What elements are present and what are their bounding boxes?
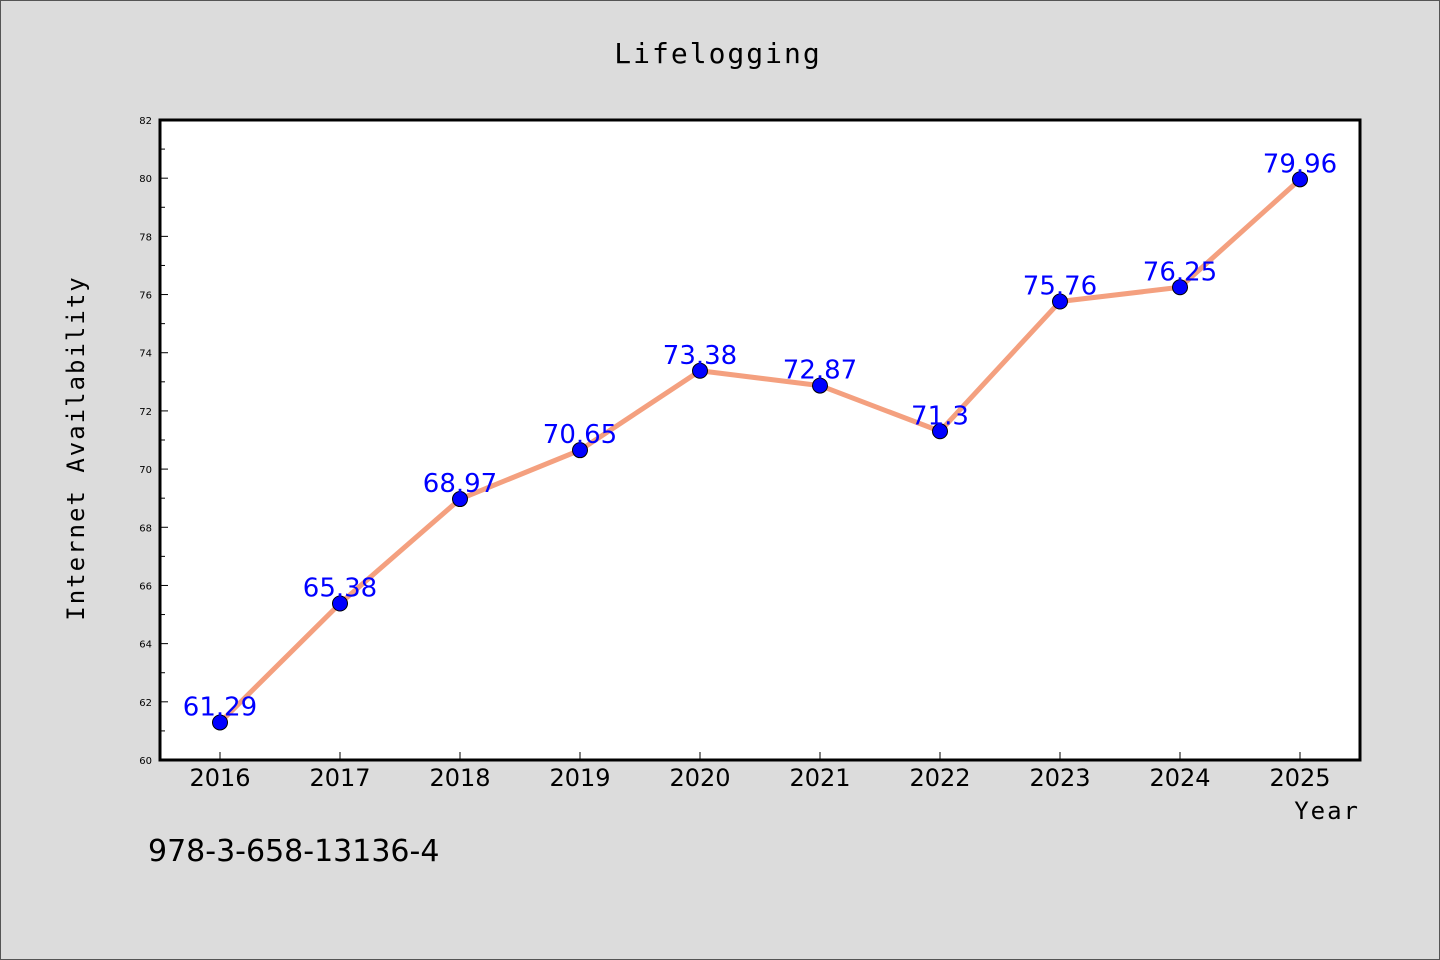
data-point: [212, 714, 228, 731]
data-label: 73.38: [663, 341, 737, 371]
isbn-text: 978-3-658-13136-4: [148, 834, 440, 869]
y-tick-label: 64: [139, 640, 152, 651]
x-tick-label: 2021: [789, 764, 850, 792]
x-tick-label: 2025: [1269, 764, 1330, 792]
x-tick-label: 2020: [669, 764, 730, 792]
data-label: 76.25: [1143, 257, 1217, 287]
data-label: 75.76: [1023, 272, 1097, 302]
data-point: [1292, 171, 1308, 188]
data-label: 79.96: [1263, 149, 1337, 179]
data-label: 61.29: [183, 692, 257, 722]
data-point: [692, 362, 708, 379]
y-tick-label: 68: [139, 523, 152, 534]
data-point: [1172, 279, 1188, 296]
data-label: 70.65: [543, 420, 617, 450]
y-tick-label: 78: [139, 232, 152, 243]
plot-area: [158, 118, 1362, 762]
y-tick-label: 66: [139, 581, 152, 592]
data-point: [452, 491, 468, 508]
x-tick-label: 2018: [429, 764, 490, 792]
series-line: [217, 176, 1303, 725]
data-point: [932, 423, 948, 440]
x-tick-label: 2016: [189, 764, 250, 792]
y-tick-label: 70: [139, 465, 152, 476]
data-point: [332, 595, 348, 612]
data-label: 71.3: [911, 401, 969, 431]
data-point: [572, 442, 588, 459]
data-label: 72.87: [783, 356, 857, 386]
x-tick-label: 2024: [1149, 764, 1210, 792]
data-label: 65.38: [303, 573, 377, 603]
series-group: 61.29 65.38 68.97 70.65 73.38 72.87 71.3 75.76 7…: [183, 149, 1337, 731]
x-tick-label: 2023: [1029, 764, 1090, 792]
y-tick-label: 60: [139, 756, 152, 767]
data-point: [812, 377, 828, 394]
y-axis-label: Internet Availability: [62, 275, 90, 620]
y-tick-label: 80: [139, 174, 152, 185]
y-tick-label: 72: [139, 407, 152, 418]
x-tick-label: 2022: [909, 764, 970, 792]
y-axis: 60 62 64 66 68 70 72 74 76 78 80 82: [139, 116, 168, 767]
x-tick-label: 2019: [549, 764, 610, 792]
x-axis-label: Year: [1294, 797, 1360, 825]
y-tick-label: 62: [139, 698, 152, 709]
data-point: [1052, 293, 1068, 310]
data-label: 68.97: [423, 469, 497, 499]
x-axis: 2016 2017 2018 2019 2020 2021 2022 2023 2024 2025: [189, 752, 1331, 792]
y-tick-label: 74: [139, 349, 152, 360]
y-tick-label: 76: [139, 291, 152, 302]
chart-title: Lifelogging: [614, 37, 821, 70]
y-tick-label: 82: [139, 116, 152, 127]
x-tick-label: 2017: [309, 764, 370, 792]
